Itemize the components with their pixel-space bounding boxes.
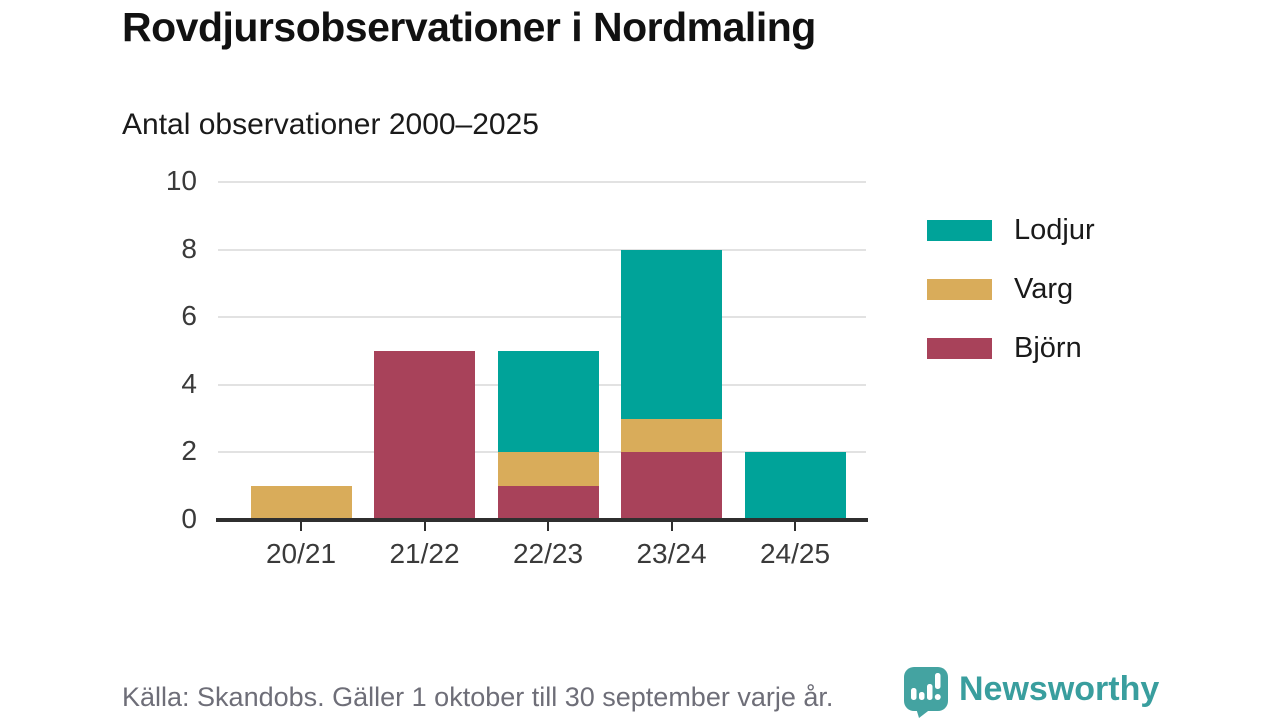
bar-segment-varg-23-24 — [621, 418, 722, 453]
gridline-y8 — [218, 248, 866, 251]
legend-item-björn: Björn — [927, 332, 1095, 365]
x-axis-tick-label: 20/21 — [265, 538, 337, 569]
newsworthy-brand: Newsworthy — [902, 666, 1159, 718]
bar-segment-lodjur-23-24 — [621, 249, 722, 419]
bar-segment-lodjur-24-25 — [744, 452, 846, 520]
y-axis-tick-label: 4 — [181, 367, 197, 399]
source-note: Källa: Skandobs. Gäller 1 oktober till 3… — [122, 682, 834, 712]
legend-label: Lodjur — [1014, 214, 1095, 246]
newsworthy-logo-icon — [904, 667, 948, 718]
legend-swatch — [927, 279, 992, 300]
legend-label: Björn — [1014, 332, 1082, 364]
legend: Lodjur Varg Björn — [927, 214, 1095, 391]
legend-swatch — [927, 338, 992, 359]
bar-segment-lodjur-22-23 — [497, 351, 599, 453]
y-axis-tick-label: 2 — [181, 435, 197, 467]
x-axis-tick-label: 21/22 — [389, 538, 460, 569]
gridline-y10 — [218, 181, 866, 183]
bar-segment-björn-21-22 — [374, 351, 475, 520]
x-axis-line — [216, 518, 868, 522]
legend-item-lodjur: Lodjur — [927, 214, 1095, 247]
x-axis-tick — [794, 522, 796, 531]
gridline-y6 — [218, 316, 866, 319]
bar-segment-varg-22-23 — [497, 452, 599, 487]
bar-segment-varg-20-21 — [250, 486, 352, 520]
x-axis-tick — [423, 522, 426, 531]
chart-title: Rovdjursobservationer i Nordmaling — [122, 4, 816, 50]
y-axis-tick-label: 6 — [181, 300, 197, 332]
legend-label: Varg — [1014, 273, 1074, 305]
chart-subtitle: Antal observationer 2000–2025 — [122, 108, 539, 141]
y-axis-tick-label: 0 — [181, 503, 197, 534]
bar-segment-björn-23-24 — [621, 452, 722, 520]
x-axis-tick — [300, 522, 302, 531]
legend-item-varg: Varg — [927, 273, 1095, 306]
bar-segment-björn-22-23 — [497, 486, 599, 520]
x-axis-tick — [547, 522, 549, 531]
y-axis-tick-label: 10 — [165, 165, 197, 196]
y-axis-tick-label: 8 — [181, 232, 197, 264]
x-axis-tick — [670, 522, 673, 531]
legend-swatch — [927, 220, 992, 241]
x-axis-tick-label: 22/23 — [512, 538, 584, 569]
x-axis-tick-label: 24/25 — [759, 538, 831, 569]
newsworthy-wordmark: Newsworthy — [959, 670, 1160, 708]
x-axis-tick-label: 23/24 — [636, 538, 707, 569]
